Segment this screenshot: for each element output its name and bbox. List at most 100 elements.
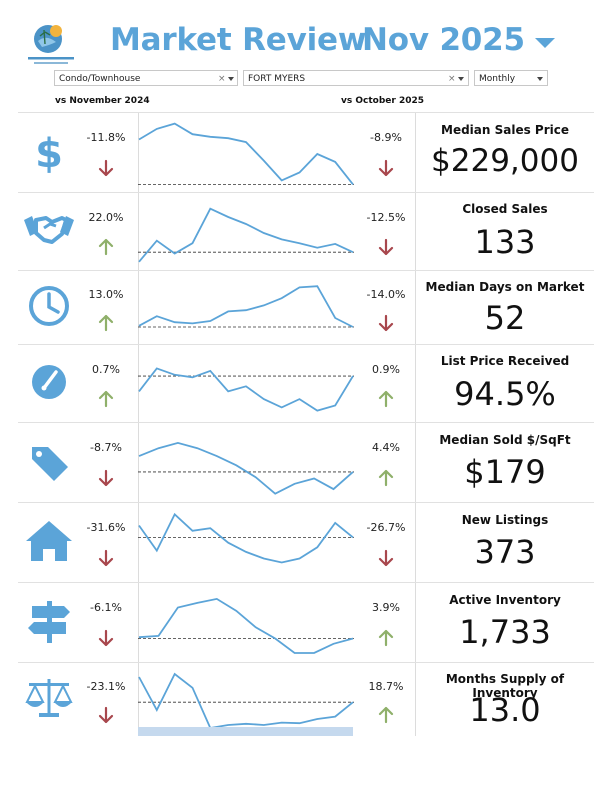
metric-title: Months Supply of Inventory <box>445 672 565 700</box>
change-vs-year: -14.0% <box>366 288 406 301</box>
arrow-up-icon <box>378 629 394 647</box>
metric-row: 0.7% 0.9% List Price Received 94.5% <box>18 344 594 422</box>
arrow-up-icon <box>98 390 114 408</box>
change-vs-year: 3.9% <box>372 601 400 614</box>
column-divider <box>415 113 416 192</box>
column-divider <box>415 193 416 270</box>
change-vs-year: 0.9% <box>372 363 400 376</box>
change-vs-year: -26.7% <box>366 521 406 534</box>
horizontal-scrollbar[interactable] <box>138 727 353 736</box>
column-divider <box>138 423 139 502</box>
svg-text:$: $ <box>35 131 63 175</box>
metric-title: New Listings <box>461 513 549 527</box>
city-select[interactable]: FORT MYERS × <box>243 70 469 86</box>
metric-row: -6.1% 3.9% Active Inventory 1,733 <box>18 582 594 662</box>
change-vs-month: 22.0% <box>88 211 124 224</box>
metric-value: 52 <box>484 299 526 337</box>
arrow-down-icon <box>98 469 114 487</box>
brand-logo <box>28 25 74 64</box>
arrow-up-icon <box>98 238 114 256</box>
arrow-down-icon <box>98 706 114 724</box>
metric-row: -23.1% 18.7% Months Supply of Inventory 13.… <box>18 662 594 736</box>
metric-title: Active Inventory <box>449 593 561 607</box>
clear-icon[interactable]: × <box>218 74 226 84</box>
arrow-up-icon <box>378 390 394 408</box>
clear-icon[interactable]: × <box>448 74 456 84</box>
property-type-value: Condo/Townhouse <box>59 74 141 84</box>
chevron-down-icon[interactable] <box>537 77 543 81</box>
trend-sparkline <box>138 512 354 564</box>
handshake-icon <box>22 206 76 254</box>
chevron-down-icon[interactable] <box>458 77 464 81</box>
metric-title: List Price Received <box>440 354 570 368</box>
metric-title: Median Sold $/SqFt <box>439 433 571 447</box>
arrow-up-icon <box>378 706 394 724</box>
arrow-up-icon <box>98 314 114 332</box>
trend-sparkline <box>138 122 354 185</box>
metric-value: 133 <box>474 223 536 261</box>
trend-sparkline <box>138 441 354 495</box>
trend-line <box>138 597 354 654</box>
arrow-up-icon <box>378 469 394 487</box>
change-vs-year: 18.7% <box>368 680 404 693</box>
column-divider <box>138 113 139 192</box>
column-divider <box>138 663 139 736</box>
trend-sparkline <box>138 672 354 730</box>
metrics-grid: $ -11.8% -8.9% Median Sales Price $229,000 22… <box>18 112 594 736</box>
column-divider <box>415 583 416 662</box>
metric-value: $229,000 <box>431 143 579 179</box>
change-vs-year: -12.5% <box>366 211 406 224</box>
metric-value: 373 <box>474 533 536 571</box>
metric-value: 13.0 <box>469 691 541 729</box>
signpost-icon <box>22 597 76 645</box>
arrow-down-icon <box>98 549 114 567</box>
arrow-down-icon <box>378 159 394 177</box>
metric-row: 13.0% -14.0% Median Days on Market 52 <box>18 270 594 344</box>
change-vs-month: -11.8% <box>86 131 126 144</box>
trend-line <box>138 367 354 412</box>
arrow-down-icon <box>378 238 394 256</box>
column-divider <box>415 423 416 502</box>
metric-title: Closed Sales <box>462 202 548 216</box>
period-title: Nov 2025 <box>362 22 525 58</box>
trend-line <box>138 207 354 263</box>
trend-sparkline <box>138 285 354 328</box>
metric-value: 1,733 <box>459 613 551 651</box>
trend-line <box>138 122 354 185</box>
trend-line <box>138 672 354 730</box>
trend-line <box>138 441 354 495</box>
column-divider <box>415 663 416 736</box>
arrow-down-icon <box>378 314 394 332</box>
trend-sparkline <box>138 367 354 412</box>
chevron-down-icon[interactable] <box>228 77 234 81</box>
property-type-select[interactable]: Condo/Townhouse × <box>54 70 238 86</box>
change-vs-month: 0.7% <box>92 363 120 376</box>
compare-month-label: vs October 2025 <box>341 96 424 106</box>
page-title: Market Review <box>110 22 367 58</box>
change-vs-month: -6.1% <box>90 601 122 614</box>
column-divider <box>415 503 416 582</box>
trend-line <box>138 512 354 564</box>
clock-icon <box>22 282 76 330</box>
city-value: FORT MYERS <box>248 74 306 84</box>
change-vs-month: -23.1% <box>86 680 126 693</box>
metric-row: -31.6% -26.7% New Listings 373 <box>18 502 594 582</box>
metric-value: 94.5% <box>454 375 556 413</box>
column-divider <box>138 583 139 662</box>
metric-row: 22.0% -12.5% Closed Sales 133 <box>18 192 594 270</box>
column-divider <box>138 345 139 422</box>
scales-icon <box>22 674 76 722</box>
metric-title: Median Sales Price <box>441 123 569 137</box>
arrow-down-icon <box>98 159 114 177</box>
period-dropdown-caret[interactable] <box>535 38 555 48</box>
change-vs-year: 4.4% <box>372 441 400 454</box>
dollar-icon: $ <box>22 127 76 177</box>
column-divider <box>138 503 139 582</box>
arrow-down-icon <box>98 629 114 647</box>
column-divider <box>138 193 139 270</box>
frequency-select[interactable]: Monthly <box>474 70 548 86</box>
change-vs-month: 13.0% <box>88 288 124 301</box>
house-icon <box>22 517 76 565</box>
metric-title: Median Days on Market <box>425 280 585 294</box>
gauge-icon <box>22 358 76 406</box>
